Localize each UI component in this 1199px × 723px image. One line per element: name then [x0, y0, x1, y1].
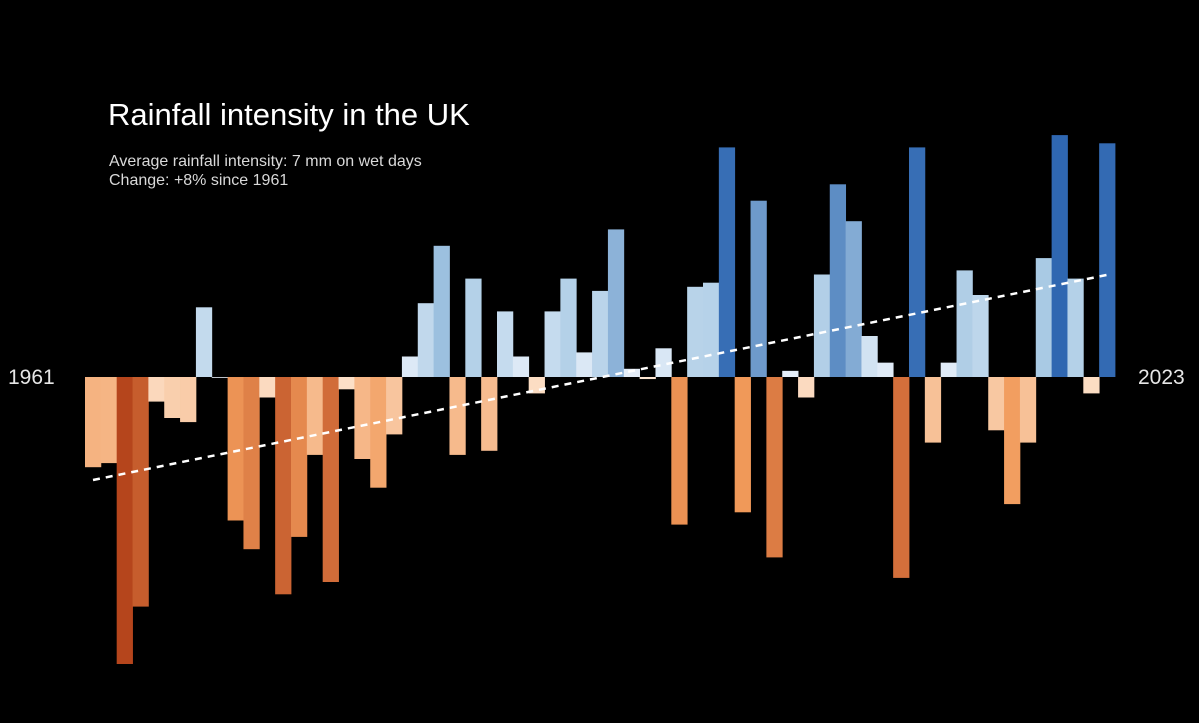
bar-1998: [671, 377, 688, 525]
bar-1974: [291, 377, 308, 537]
bar-1979: [370, 377, 387, 488]
bar-undefined: [1099, 143, 1116, 377]
bar-1973: [275, 377, 292, 595]
bar-2020: [1019, 377, 1037, 443]
bar-1969: [211, 377, 229, 378]
bar-1976: [322, 377, 339, 582]
bar-1981: [401, 356, 419, 377]
bar-2002: [734, 377, 751, 513]
bar-undefined: [1083, 377, 1100, 394]
bar-2005: [782, 370, 799, 377]
bar-1971: [243, 377, 260, 550]
bar-1987: [497, 311, 514, 377]
bar-2003: [750, 200, 767, 377]
subtitle-change: Change: +8% since 1961: [109, 172, 289, 189]
bar-1970: [227, 377, 244, 521]
bar-1990: [544, 311, 561, 377]
bars-group: [85, 135, 1116, 664]
subtitle-intensity: Average rainfall intensity: 7 mm on wet …: [109, 153, 422, 170]
bar-1962: [100, 377, 118, 464]
bar-1988: [512, 356, 530, 377]
bar-1994: [607, 229, 625, 377]
bar-1986: [481, 377, 498, 451]
bar-1977: [338, 377, 355, 390]
bar-1999: [687, 286, 704, 377]
bar-1963: [116, 377, 133, 664]
bar-1992: [576, 352, 593, 377]
end-year-label: 2023: [1138, 366, 1185, 389]
bar-2006: [798, 377, 815, 398]
bar-1978: [354, 377, 371, 459]
bar-2007: [813, 274, 831, 377]
start-year-label: 1961: [8, 366, 55, 389]
bar-2018: [988, 377, 1005, 431]
bar-1984: [449, 377, 466, 455]
bar-1997: [655, 348, 672, 377]
bar-1966: [164, 377, 181, 418]
bar-2017: [972, 295, 989, 377]
bar-2008: [829, 184, 847, 377]
bar-1980: [386, 377, 403, 435]
bar-2023: [1067, 278, 1084, 377]
bar-1995: [623, 368, 641, 377]
bar-2004: [766, 377, 783, 558]
bar-1975: [306, 377, 324, 455]
bar-1991: [560, 278, 577, 377]
trend-line: [92, 273, 1110, 482]
bar-1961: [85, 377, 102, 468]
bar-2001: [718, 147, 736, 377]
bar-2021: [1035, 258, 1053, 377]
bar-2015: [940, 362, 957, 377]
chart-title: Rainfall intensity in the UK: [108, 97, 470, 132]
bar-2016: [956, 270, 973, 377]
bar-2012: [893, 377, 910, 578]
bar-1983: [433, 245, 450, 377]
bar-2013: [909, 147, 926, 377]
bar-2009: [845, 221, 862, 377]
bar-1965: [148, 377, 165, 402]
bar-2014: [924, 377, 942, 443]
bar-1982: [417, 303, 435, 377]
bar-2011: [877, 362, 894, 377]
bar-1985: [465, 278, 482, 377]
bar-2019: [1004, 377, 1021, 505]
bar-2010: [861, 336, 878, 377]
bar-1972: [259, 377, 276, 398]
bar-2000: [703, 282, 720, 377]
bar-1993: [592, 290, 609, 377]
bar-1996: [639, 377, 656, 380]
bar-1968: [195, 307, 213, 377]
bar-2022: [1051, 135, 1068, 377]
bar-1967: [180, 377, 197, 423]
bar-1964: [132, 377, 149, 607]
